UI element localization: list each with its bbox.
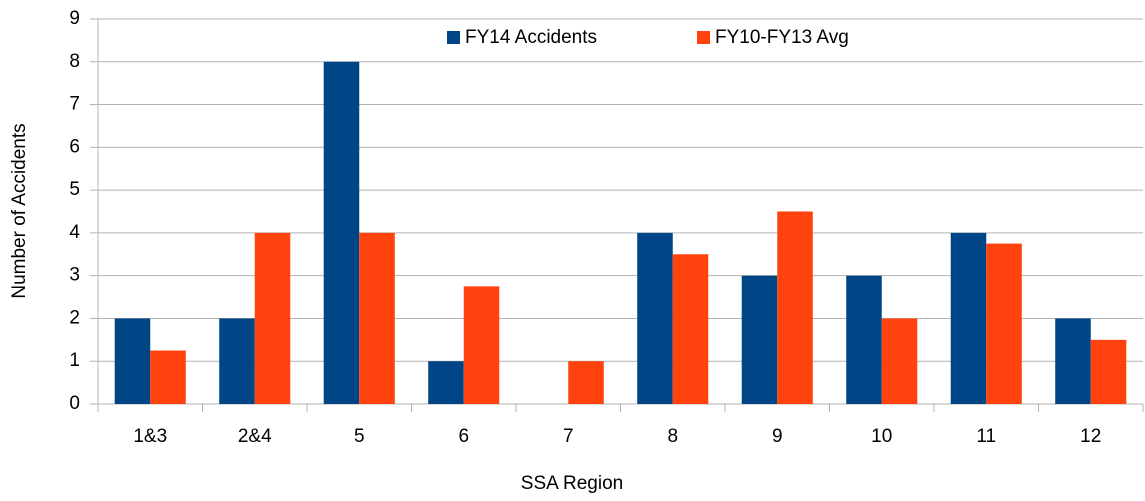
legend-swatch — [697, 31, 710, 44]
bar — [1090, 339, 1127, 404]
y-tick-label: 3 — [69, 265, 80, 286]
x-tick-label: 10 — [871, 426, 892, 447]
x-tick-label: 6 — [458, 426, 469, 447]
bar — [846, 275, 882, 404]
x-tick-label: 7 — [563, 426, 574, 447]
y-axis-title: Number of Accidents — [9, 123, 30, 298]
y-tick-label: 8 — [69, 51, 80, 72]
bar — [359, 232, 395, 404]
bar — [114, 318, 151, 404]
legend-label: FY10-FY13 Avg — [715, 27, 849, 48]
x-tick-label: 2&4 — [238, 426, 272, 447]
bar — [881, 318, 918, 404]
bar — [428, 361, 464, 404]
x-tick-label: 1&3 — [133, 426, 167, 447]
y-tick-label: 5 — [69, 179, 80, 200]
bar — [950, 232, 987, 404]
bar — [672, 254, 709, 404]
legend-swatch — [447, 31, 460, 44]
bar — [568, 361, 604, 404]
bar — [986, 243, 1022, 404]
y-tick-label: 4 — [69, 222, 80, 243]
y-tick-label: 0 — [69, 393, 80, 414]
bar — [150, 350, 186, 404]
x-tick-label: 9 — [772, 426, 783, 447]
bar — [637, 232, 673, 404]
bar — [323, 61, 360, 405]
bar — [777, 211, 813, 404]
bar — [741, 275, 778, 404]
x-tick-label: 11 — [976, 426, 996, 447]
y-tick-label: 1 — [69, 350, 80, 371]
x-axis-title: SSA Region — [521, 473, 623, 494]
y-tick-label: 6 — [69, 136, 80, 157]
legend-label: FY14 Accidents — [465, 27, 597, 48]
bar — [1055, 318, 1091, 404]
y-tick-label: 2 — [69, 307, 80, 328]
y-tick-label: 9 — [69, 8, 80, 29]
bar — [219, 318, 255, 404]
x-tick-label: 8 — [667, 426, 678, 447]
bar — [463, 286, 500, 404]
x-tick-label: 12 — [1080, 426, 1101, 447]
y-tick-label: 7 — [69, 94, 80, 115]
bar — [254, 232, 291, 404]
x-tick-label: 5 — [354, 426, 365, 447]
